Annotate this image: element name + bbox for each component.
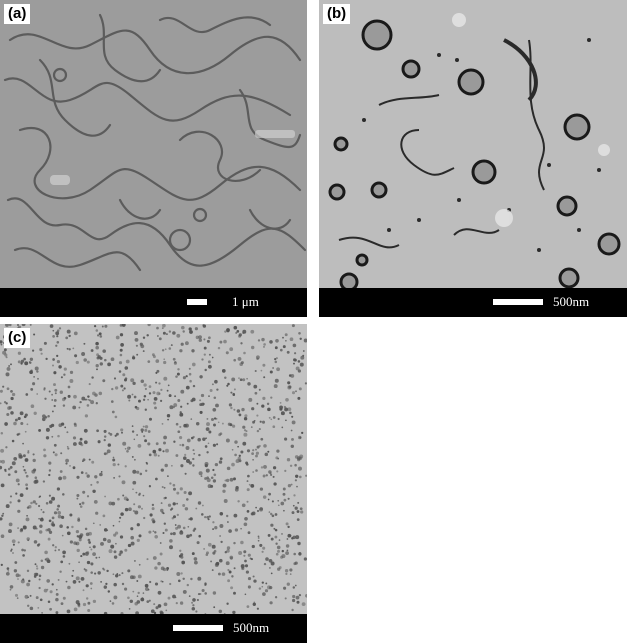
- scale-bar-line-a: [187, 299, 207, 305]
- panel-label-c: (c): [4, 328, 31, 348]
- scale-bar-a: 1 μm: [0, 288, 307, 317]
- micrograph-image-c: [0, 324, 307, 643]
- scale-bar-b: 500nm: [319, 288, 627, 317]
- micrograph-image-b: [319, 0, 627, 317]
- panel-label-b: (b): [323, 4, 351, 24]
- panel-label-a: (a): [4, 4, 31, 24]
- scale-bar-text-c: 500nm: [233, 620, 270, 635]
- micrograph-panel-a: (a) 1 μm: [0, 0, 307, 317]
- micrograph-panel-b: (b) 500nm: [319, 0, 627, 317]
- scale-bar-text-b: 500nm: [553, 294, 590, 309]
- scale-bar-text-a: 1 μm: [232, 294, 259, 309]
- micrograph-image-a: [0, 0, 307, 317]
- micrograph-panel-c: (c) 500nm: [0, 324, 307, 643]
- scale-bar-line-b: [493, 299, 543, 305]
- scale-bar-line-c: [173, 625, 223, 631]
- scale-bar-c: 500nm: [0, 614, 307, 643]
